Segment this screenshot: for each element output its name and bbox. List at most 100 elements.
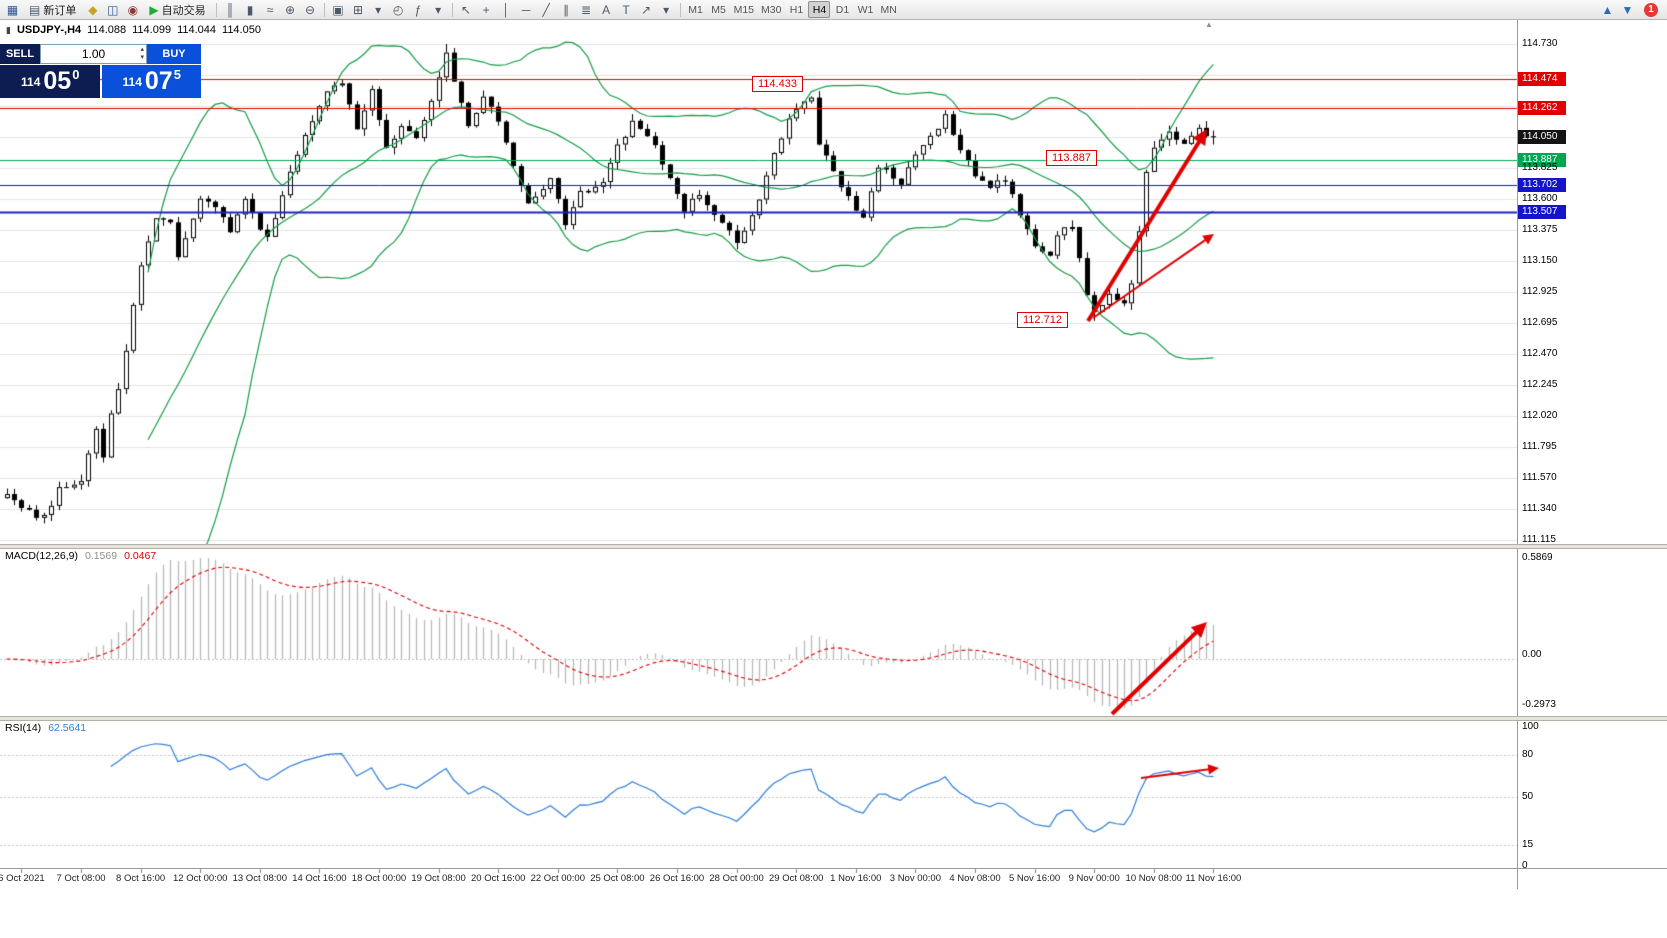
buy-button[interactable]: BUY [147,44,201,64]
time-scale-border [0,868,1667,869]
macd-main-value: 0.1569 [84,550,118,562]
cursor-icon-glyph: ↖ [461,2,472,17]
horizontal-line-icon-glyph: ─ [521,2,531,17]
volume-down-button[interactable]: ▾ [140,54,144,61]
crosshair-icon-glyph: + [482,2,490,17]
zoom-in-icon-glyph: ⊕ [285,2,296,17]
clock-icon[interactable]: ◴ [389,1,408,18]
arrows-icon[interactable]: ↗ [637,1,656,18]
one-click-top-row: SELL 1.00 ▴ ▾ BUY [0,44,201,64]
channel-icon[interactable]: ∥ [557,1,576,18]
chart-dropdown-icon[interactable]: ▾ [369,1,388,18]
zoom-out-icon[interactable]: ⊖ [301,1,320,18]
sell-price-prefix: 114 [21,74,41,89]
scroll-up-icon-glyph: ▲ [1601,2,1614,17]
profile-icon[interactable]: ◫ [103,1,122,18]
main-macd-splitter[interactable] [0,544,1667,549]
timeframe-h4[interactable]: H4 [808,1,831,18]
line-chart-icon-glyph: ≈ [266,2,274,17]
notifications-badge[interactable]: 1 [1644,2,1658,17]
toolbar-separator [679,2,681,17]
community-icon-glyph: ◆ [88,2,98,17]
algo-trading-button[interactable]: ▶ 自动交易 [143,1,211,18]
macd-indicator-label: MACD(12,26,9) 0.1569 0.0467 [5,550,156,562]
price-scale-border [1517,20,1518,889]
new-chart-icon-glyph: ⊞ [353,2,364,17]
clock-icon-glyph: ◴ [392,2,404,17]
fibonacci-icon-glyph: ≣ [581,2,592,17]
sell-button[interactable]: SELL [0,44,40,64]
text-icon[interactable]: A [597,1,616,18]
new-order-button-glyph: ▤ [29,2,41,17]
vertical-line-icon[interactable]: │ [497,1,516,18]
line-chart-icon[interactable]: ≈ [261,1,280,18]
profile-icon-glyph: ◫ [107,2,119,17]
new-order-button[interactable]: ▤ 新订单 [23,1,82,18]
rsi-indicator-label: RSI(14) 62.5641 [5,722,86,734]
app-icon-glyph: ▦ [6,2,19,17]
trendline-icon[interactable]: ╱ [537,1,556,18]
new-chart-icon[interactable]: ⊞ [349,1,368,18]
website-icon[interactable]: ◉ [123,1,142,18]
tile-windows-icon[interactable]: ▣ [329,1,348,18]
one-click-price-row: 114 05 0 114 07 5 [0,65,201,98]
high-value: 114.099 [132,24,172,36]
sell-price-pip: 0 [72,67,80,82]
macd-signal-value: 0.0467 [124,550,157,562]
sell-price-panel[interactable]: 114 05 0 [0,65,100,98]
app-icon[interactable]: ▦ [3,1,22,18]
auto-scroll-marker[interactable]: ▲ [1205,20,1213,29]
buy-price-panel[interactable]: 114 07 5 [101,65,201,98]
open-value: 114.088 [87,24,127,36]
timeframe-w1[interactable]: W1 [857,3,874,16]
timeframe-h1[interactable]: H1 [789,3,804,16]
indicators-dropdown-icon[interactable]: ▾ [429,1,448,18]
buy-price-main: 07 [144,67,173,95]
rsi-value: 62.5641 [48,722,87,734]
fibonacci-icon[interactable]: ≣ [577,1,596,18]
timeframe-m15[interactable]: M15 [733,3,755,16]
label-icon-glyph: T [622,2,630,17]
community-icon[interactable]: ◆ [83,1,102,18]
horizontal-line-icon[interactable]: ─ [517,1,536,18]
chart-readout: ▮ USDJPY-,H4 114.088 114.099 114.044 114… [6,24,261,36]
chart-dropdown-icon-glyph: ▾ [375,2,382,17]
chart-type-icon: ▮ [6,24,11,35]
scroll-down-icon[interactable]: ▼ [1618,1,1637,18]
buy-price-prefix: 114 [122,74,142,89]
symbol-period-label: USDJPY-,H4 [16,24,82,36]
toolbar: ▦ ▤ 新订单 ◆ ◫ ◉ ▶ 自动交易 ║ ▮ ≈ ⊕ ⊖ ▣ ⊞ ▾ ◴ ƒ ▾ ↖ + │ ─ ╱ ∥ ≣ A T ↗ ▾ M1 M5 M… [0,0,1667,20]
volume-input[interactable]: 1.00 ▴ ▾ [40,44,147,64]
timeframe-d1[interactable]: D1 [835,3,850,16]
arrows-icon-glyph: ↗ [641,2,652,17]
scroll-up-icon[interactable]: ▲ [1598,1,1617,18]
timeframe-m1[interactable]: M1 [688,3,703,16]
crosshair-icon[interactable]: + [477,1,496,18]
volume-spinner: ▴ ▾ [140,46,144,62]
timeframe-m5[interactable]: M5 [711,3,726,16]
cursor-icon[interactable]: ↖ [457,1,476,18]
zoom-in-icon[interactable]: ⊕ [281,1,300,18]
indicators-icon[interactable]: ƒ [409,1,428,18]
low-value: 114.044 [177,24,217,36]
label-icon[interactable]: T [617,1,636,18]
toolbar-separator [451,2,453,17]
text-icon-glyph: A [602,2,611,17]
vertical-line-icon-glyph: │ [502,2,510,17]
arrows-dropdown-icon[interactable]: ▾ [657,1,676,18]
timeframe-mn[interactable]: MN [880,3,897,16]
macd-name: MACD(12,26,9) [5,550,78,562]
macd-rsi-splitter[interactable] [0,716,1667,721]
algo-trading-button-glyph: ▶ [149,2,159,17]
volume-up-button[interactable]: ▴ [140,46,144,53]
bars-chart-icon[interactable]: ║ [221,1,240,18]
volume-value: 1.00 [81,47,106,61]
indicators-icon-glyph: ƒ [414,2,422,17]
timeframe-m30[interactable]: M30 [761,3,782,16]
new-order-button-label: 新订单 [43,4,77,17]
one-click-trading-panel: SELL 1.00 ▴ ▾ BUY 114 05 0 114 07 5 [0,44,201,98]
candles-chart-icon[interactable]: ▮ [241,1,260,18]
indicators-dropdown-icon-glyph: ▾ [435,2,442,17]
trendline-icon-glyph: ╱ [542,2,550,17]
